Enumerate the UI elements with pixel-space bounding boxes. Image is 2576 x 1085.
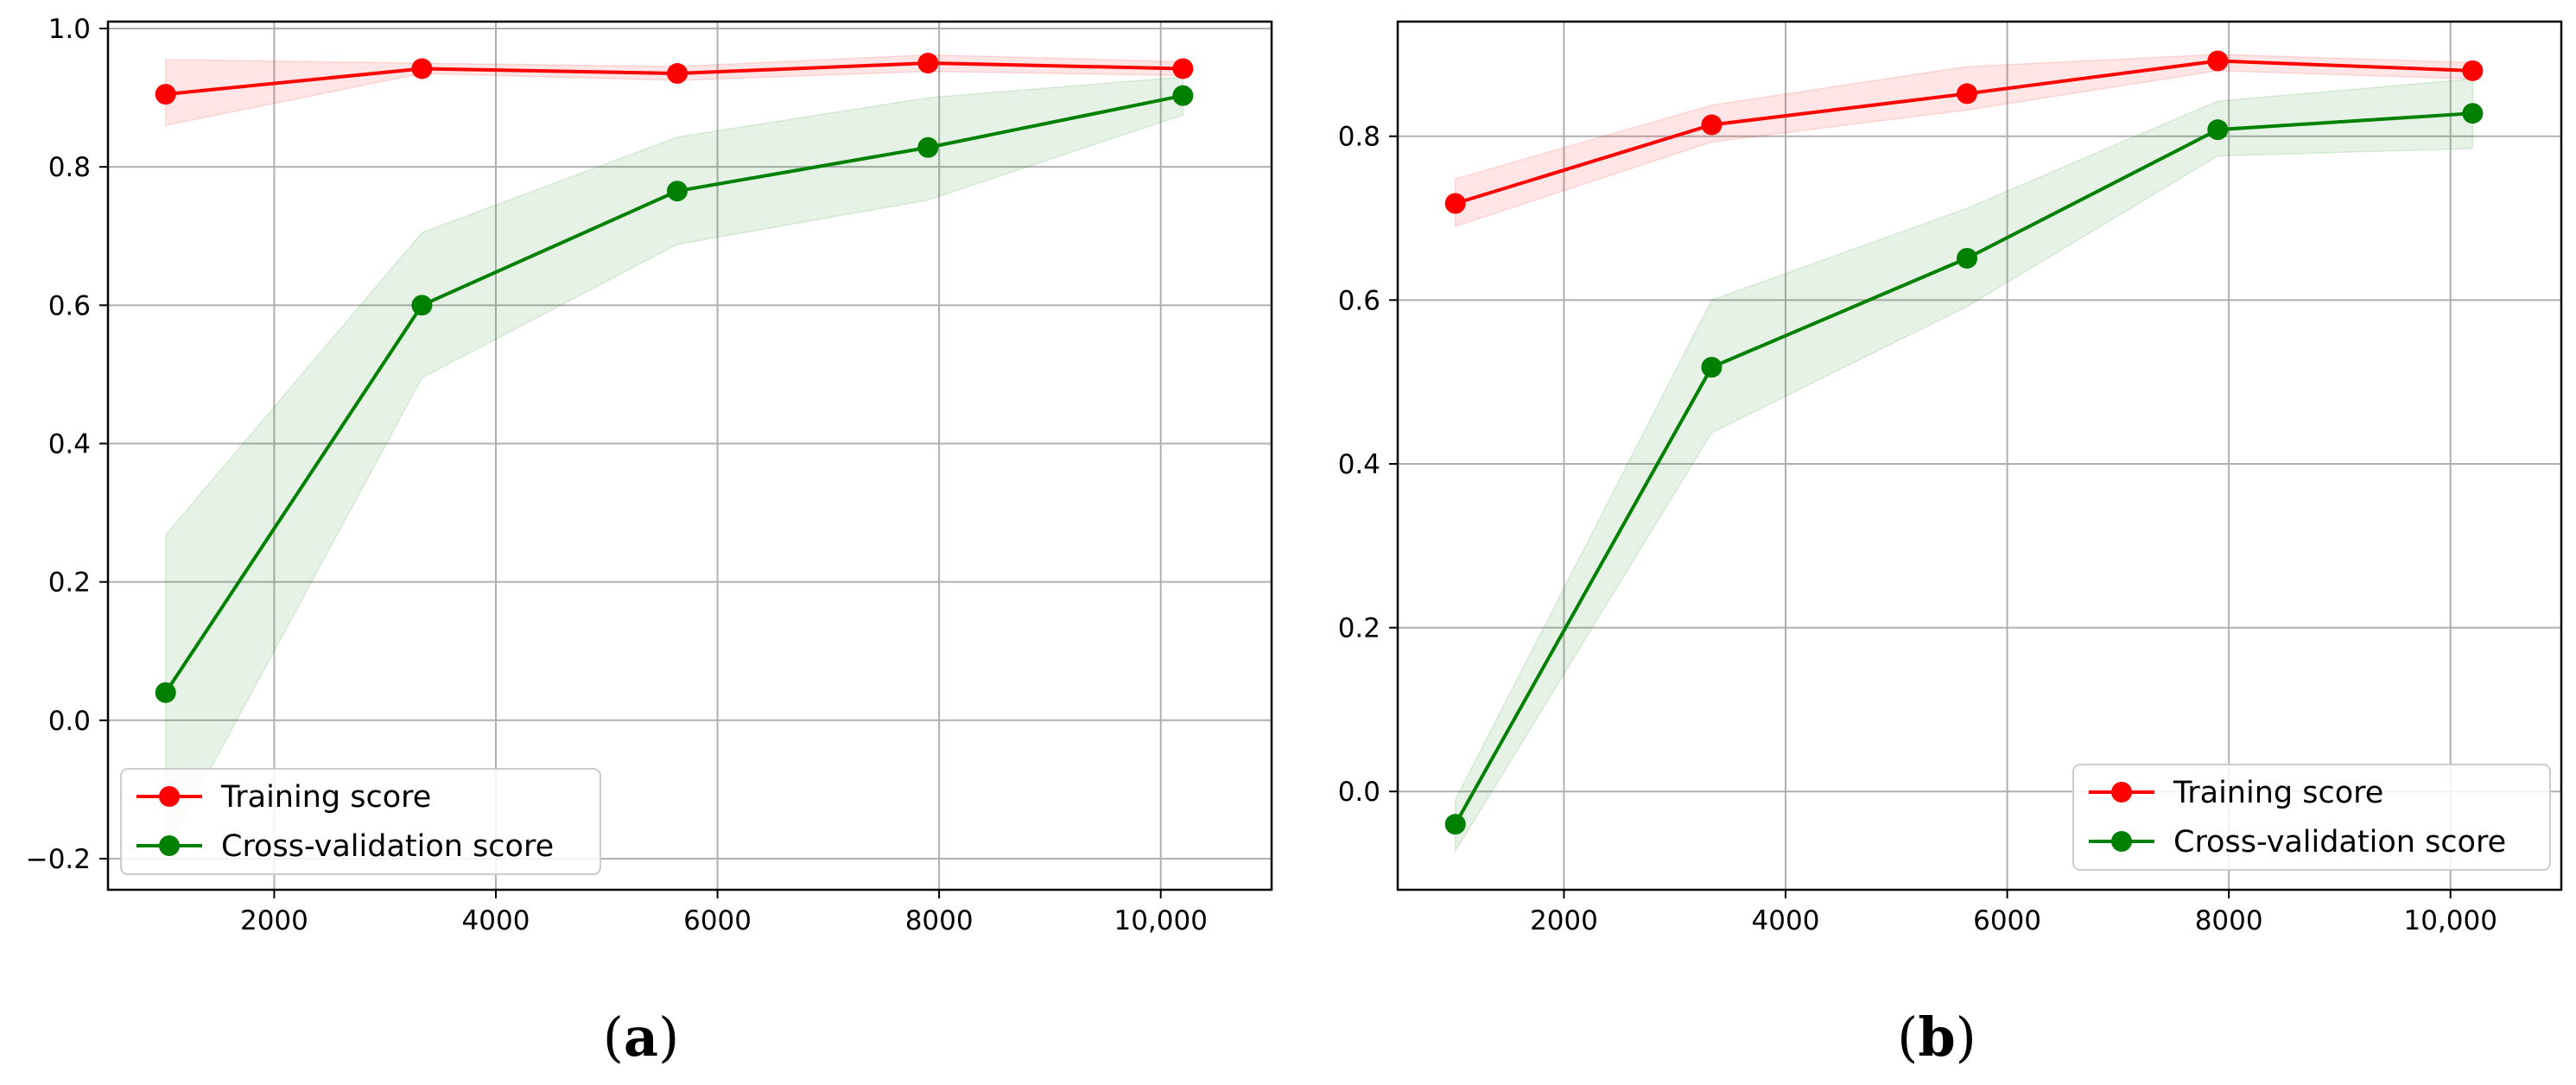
confidence-band-series-1 xyxy=(164,76,1184,853)
chart-b: 2000 4000 6000 8000 10,000 0.0 0.2 0.4 0.6 0.8 Tra… xyxy=(1338,20,2563,1069)
y-tick-label: 0.0 xyxy=(1338,777,1380,808)
legend-marker-series-0 xyxy=(159,786,180,807)
data-point-series-1 xyxy=(1444,814,1466,835)
x-tick-label: 2000 xyxy=(1530,905,1598,936)
x-tick-label: 6000 xyxy=(1973,905,2041,936)
x-tick-label: 4000 xyxy=(462,905,530,936)
data-point-series-0 xyxy=(155,84,176,105)
y-tick-label: 0.6 xyxy=(1338,285,1380,316)
y-tick-label: 0.2 xyxy=(1338,613,1380,644)
data-point-series-1 xyxy=(411,295,433,316)
plot-frame xyxy=(1396,20,2563,891)
y-tick-label: 0.2 xyxy=(48,568,91,599)
x-tick-label: 8000 xyxy=(905,905,974,936)
chart-a: 2000 4000 6000 8000 10,000 −0.2 0.0 0.2 0.4 0.6 0.… xyxy=(26,14,1273,1069)
data-point-series-0 xyxy=(2462,60,2484,81)
data-point-series-0 xyxy=(1957,83,1978,105)
panel-label: (b) xyxy=(1897,1006,1976,1069)
y-tick-label: 0.0 xyxy=(48,706,91,737)
data-point-series-0 xyxy=(1172,58,1194,79)
data-point-series-1 xyxy=(2462,103,2484,124)
data-point-series-1 xyxy=(1701,357,1723,378)
data-point-series-1 xyxy=(1172,85,1194,106)
legend-marker-series-1 xyxy=(2111,831,2132,852)
x-tick-label: 10,000 xyxy=(1114,905,1207,936)
x-tick-label: 6000 xyxy=(683,905,752,936)
x-tick-label: 2000 xyxy=(240,905,308,936)
legend-box xyxy=(120,768,601,875)
data-point-series-0 xyxy=(917,53,939,74)
data-point-series-1 xyxy=(1957,248,1978,270)
y-tick-label: 0.8 xyxy=(48,152,91,183)
data-point-series-1 xyxy=(667,181,688,202)
y-tick-label: 0.8 xyxy=(1338,122,1380,153)
y-tick-label: 0.4 xyxy=(48,428,91,460)
x-tick-label: 4000 xyxy=(1752,905,1820,936)
y-tick-label: −0.2 xyxy=(26,844,91,875)
y-tick-label: 0.4 xyxy=(1338,449,1380,480)
panel-label: (a) xyxy=(603,1006,680,1069)
legend-label-series-0: Training score xyxy=(2173,776,2383,810)
data-point-series-0 xyxy=(1444,193,1466,214)
y-tick-label: 0.6 xyxy=(48,290,91,321)
data-point-series-0 xyxy=(1701,114,1723,136)
data-point-series-1 xyxy=(2207,119,2229,141)
data-point-series-0 xyxy=(667,63,688,85)
y-tick-label: 1.0 xyxy=(48,14,91,45)
legend-box xyxy=(2072,764,2551,871)
legend: Training score Cross-validation score xyxy=(2072,764,2551,871)
legend-label-series-1: Cross-validation score xyxy=(2173,825,2506,860)
legend-label-series-1: Cross-validation score xyxy=(221,829,554,864)
x-tick-label: 10,000 xyxy=(2403,905,2497,936)
legend: Training score Cross-validation score xyxy=(120,768,601,875)
legend-marker-series-0 xyxy=(2111,782,2132,803)
plot-frame xyxy=(106,20,1273,891)
data-point-series-0 xyxy=(411,58,433,79)
data-point-series-1 xyxy=(917,136,939,158)
legend-marker-series-1 xyxy=(159,835,180,856)
confidence-band-series-1 xyxy=(1454,78,2474,854)
x-tick-label: 8000 xyxy=(2195,905,2263,936)
data-point-series-0 xyxy=(2207,50,2229,72)
legend-label-series-0: Training score xyxy=(220,780,431,815)
data-point-series-1 xyxy=(155,682,176,703)
